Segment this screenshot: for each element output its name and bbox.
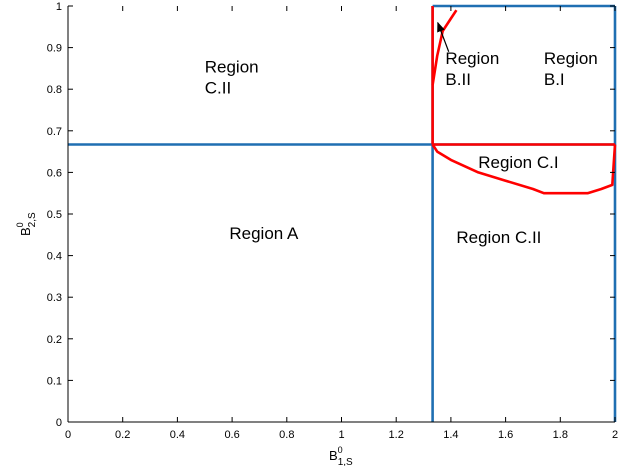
x-tick-label: 1.2 (389, 429, 404, 441)
y-tick-label: 0.2 (47, 334, 62, 346)
plot-background (68, 6, 615, 422)
x-axis-title: B0 1,S (329, 445, 353, 466)
y-tick-label: 0.9 (47, 43, 62, 55)
y-tick-label: 0.5 (47, 209, 62, 221)
y-tick-label: 0 (56, 417, 62, 429)
series-layer (68, 4, 617, 422)
axes-layer: 0 0.2 0.4 0.6 0.8 1 1.2 1.4 1.6 1.8 2 0 0.1 0.2 0.3 0.4… (47, 1, 618, 441)
x-tick-label: 2 (612, 429, 618, 441)
x-tick-label: 0.4 (170, 429, 185, 441)
x-tick-label: 1 (338, 429, 344, 441)
x-tick-label: 0.6 (224, 429, 239, 441)
annotation-arrow (437, 21, 450, 52)
region-label: Region B.I (544, 49, 598, 89)
x-tick-label: 0.2 (115, 429, 130, 441)
y-tick-label: 0.8 (47, 84, 62, 96)
y-tick-label: 0.3 (47, 292, 62, 304)
region-label: Region B.II (445, 49, 499, 89)
series-line-7 (431, 143, 617, 195)
region-label: Region C.I (478, 153, 558, 172)
y-axis-title: B0 2,S (15, 212, 38, 236)
axis-title-layer: B0 1,S B0 2,S (15, 212, 353, 466)
region-label: Region C.II (456, 228, 541, 247)
x-tick-label: 1.6 (498, 429, 513, 441)
labels-layer: Region C.II Region B.II Region B.I Region C.I R… (205, 21, 598, 247)
x-tick-label: 1.8 (553, 429, 568, 441)
y-tick-label: 0.4 (47, 251, 62, 263)
y-tick-label: 0.7 (47, 126, 62, 138)
y-tick-label: 0.6 (47, 167, 62, 179)
x-tick-label: 0 (65, 429, 71, 441)
y-tick-label: 1 (56, 1, 62, 13)
y-tick-label: 0.1 (47, 375, 62, 387)
x-tick-label: 1.4 (443, 429, 458, 441)
x-tick-label: 0.8 (279, 429, 294, 441)
region-label: Region C.II (205, 58, 259, 98)
region-label: Region A (229, 224, 299, 243)
